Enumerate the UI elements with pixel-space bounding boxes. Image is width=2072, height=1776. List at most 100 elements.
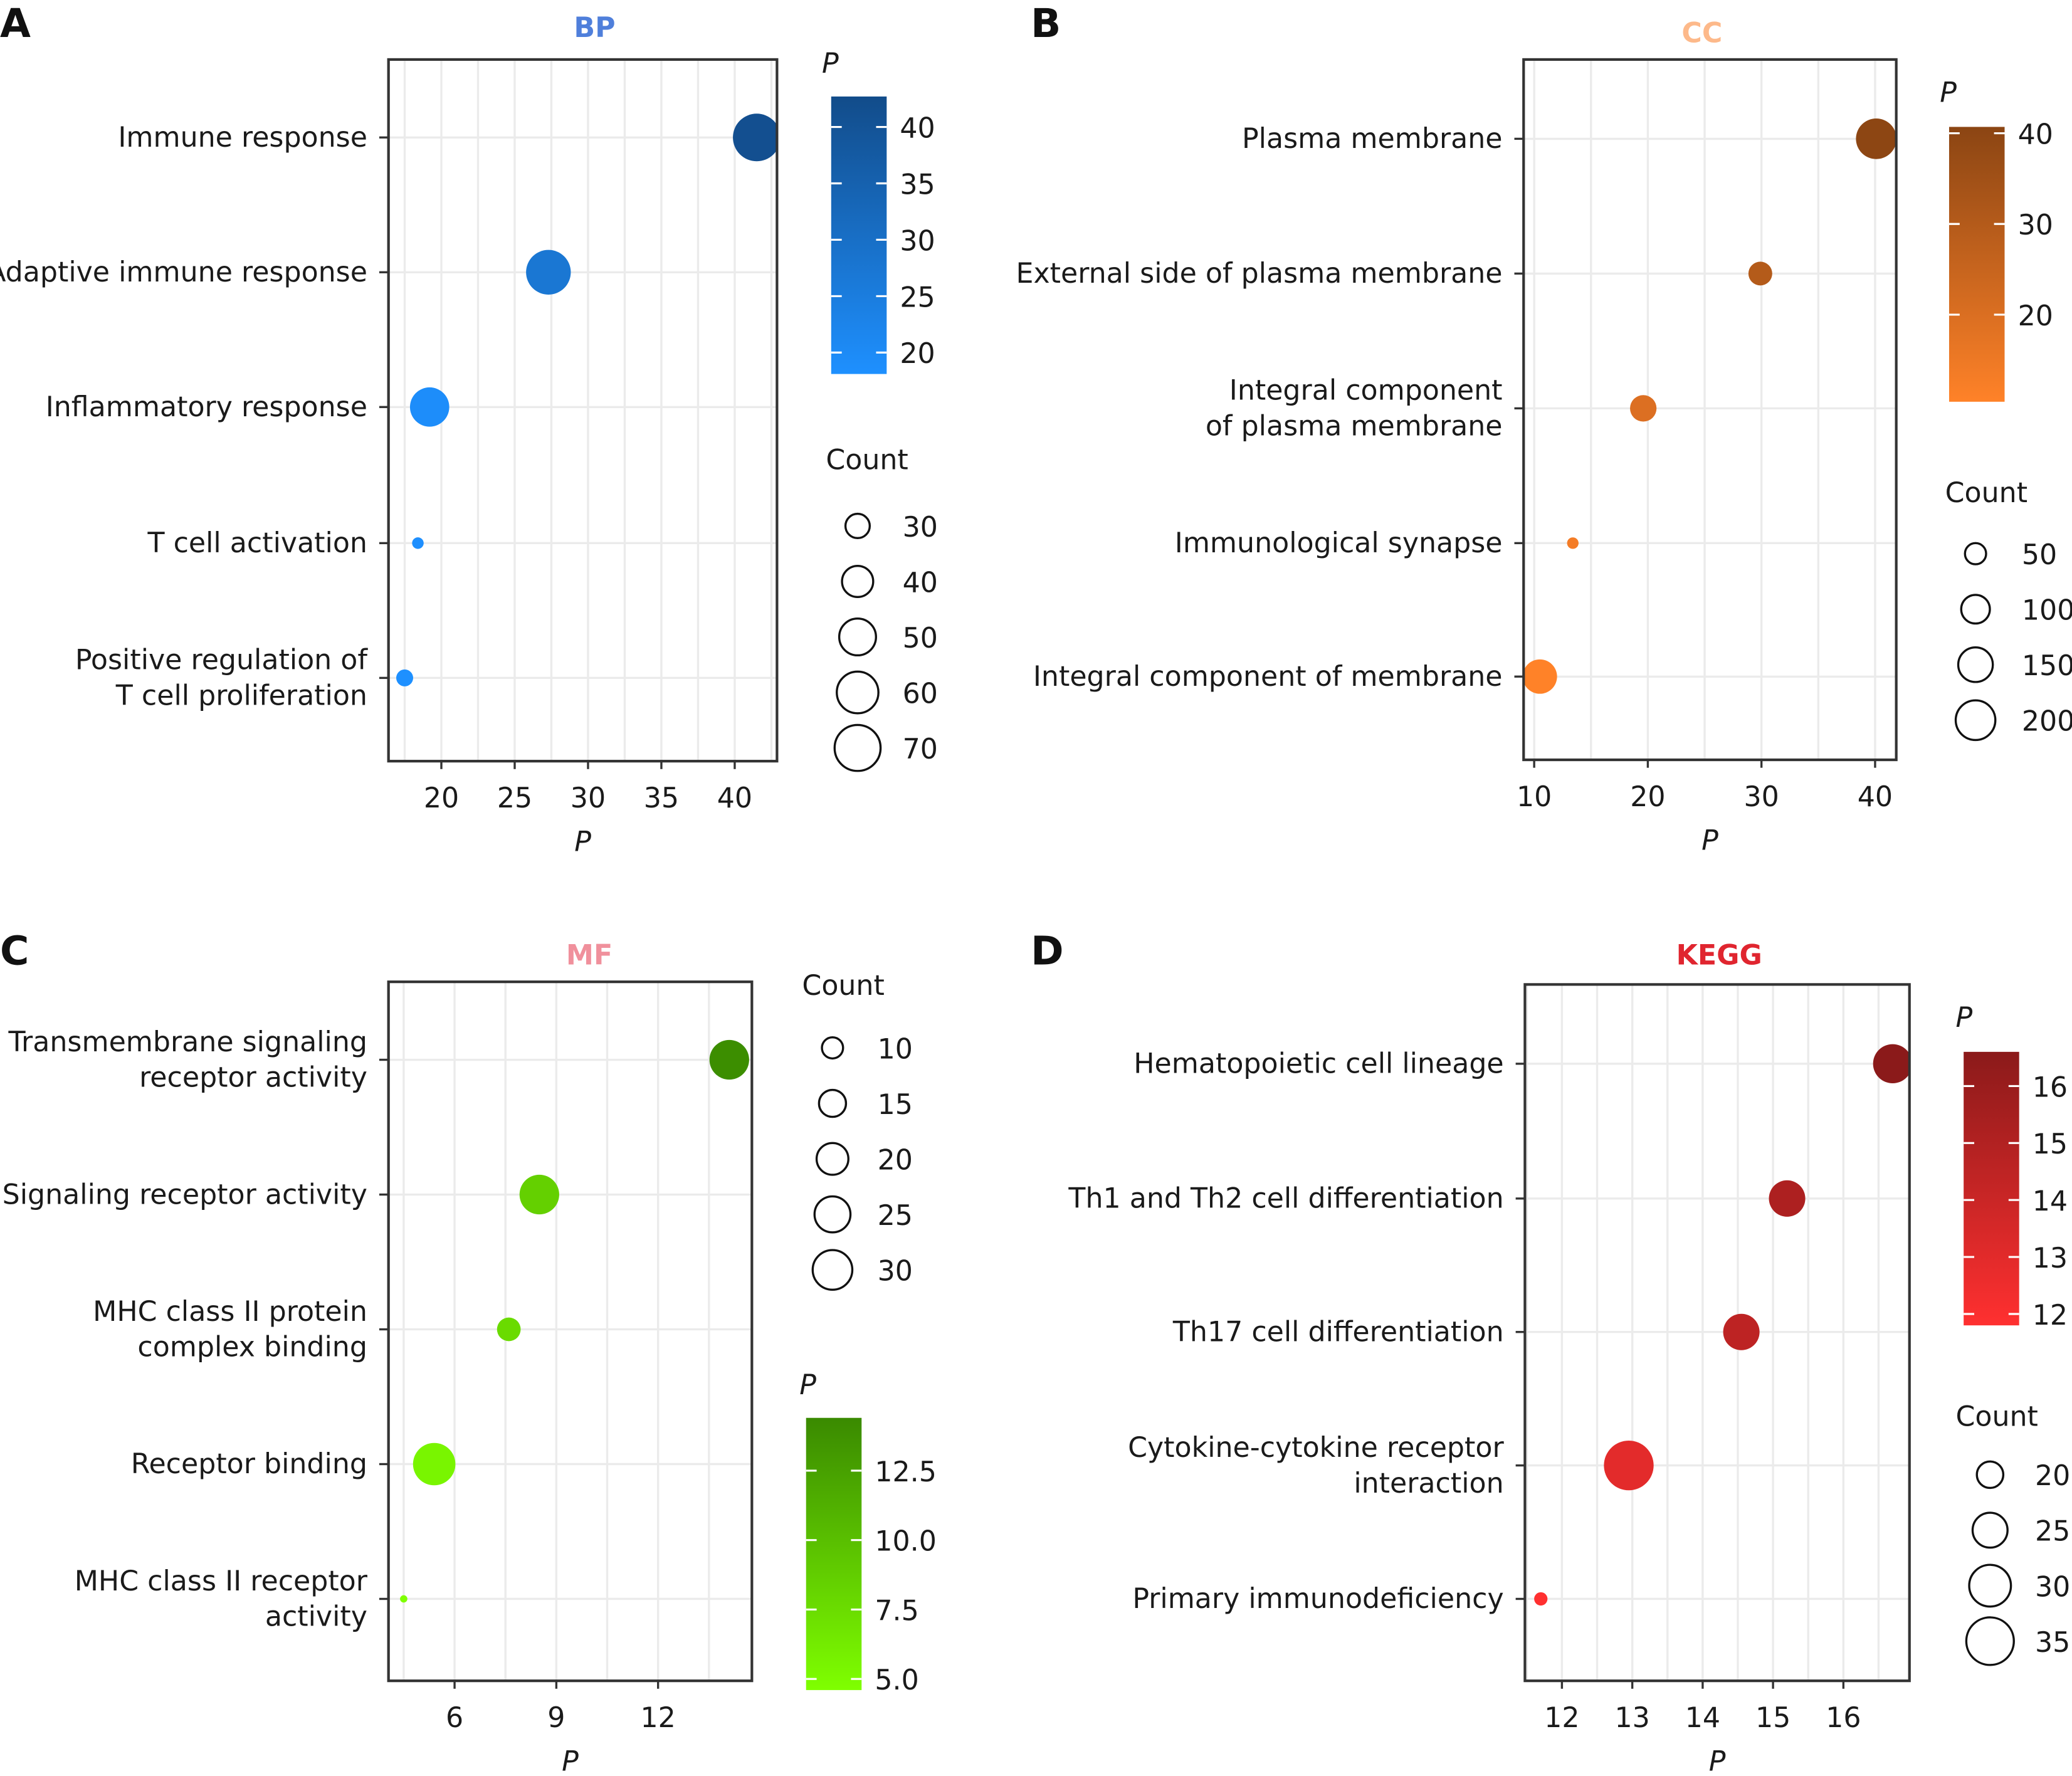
size-legend-key [821,1036,844,1060]
panel-c: C MF Transmembrane signaling receptor activ… [0,928,937,1776]
y-tick-label: Receptor binding [131,1448,367,1480]
size-legend-label: 40 [903,567,938,599]
panel-letter: B [1031,0,1061,46]
color-bar-label: 5.0 [875,1664,918,1696]
y-tick-label: T cell activation [147,527,367,559]
color-bar [1964,1051,2019,1326]
panel-letter: C [0,928,29,974]
color-bar [831,96,887,374]
color-bar-label: 16 [2033,1071,2068,1103]
data-point [1604,1440,1654,1491]
color-bar [1948,127,2005,402]
size-legend-title: Count [1945,477,2027,509]
data-point [1723,1313,1760,1350]
data-point [526,250,571,295]
data-point [1630,395,1657,422]
size-legend-label: 100 [2022,595,2072,627]
size-legend-key [841,564,875,599]
x-tick-label: 40 [1858,781,1893,813]
panel-title: KEGG [1676,940,1762,972]
color-bar-label: 30 [900,225,935,257]
x-tick-label: 14 [1685,1702,1720,1734]
color-bar-label: 20 [2018,300,2053,332]
size-legend-title: Count [802,970,884,1002]
y-tick-label: Transmembrane signaling [8,1026,367,1058]
x-tick-label: 10 [1517,781,1552,813]
plot-border [387,980,754,1683]
x-tick-label: 35 [644,782,679,814]
y-tick-label: Positive regulation of [75,644,369,676]
y-tick-label: MHC class II protein [93,1296,367,1328]
panel-title: CC [1681,18,1722,50]
x-tick-label: 16 [1826,1702,1861,1734]
size-legend-key [811,1249,854,1291]
panel-a: A BP Immune response Adaptive immune respon… [0,0,938,858]
panel-b: B CC Plasma membrane External side of plasm… [1016,0,2072,856]
panel-title: BP [574,12,615,44]
y-tick-label: Immunological synapse [1175,527,1503,559]
plot-background [388,982,752,1681]
panel-d: D KEGG Hematopoietic cell lineage Th1 and T… [1031,928,2070,1776]
y-tick-label: Inflammatory response [46,391,367,423]
x-tick-label: 15 [1755,1702,1791,1734]
size-legend-key [813,1195,852,1234]
size-legend-key [1971,1511,2009,1549]
data-point [1856,118,1896,159]
plot-border [387,58,779,763]
size-legend-label: 35 [2035,1627,2070,1659]
size-legend-label: 25 [2035,1516,2070,1548]
points [1534,1044,1910,1606]
size-legend-key [844,512,871,540]
x-axis-title: P [562,1745,579,1776]
data-point [1523,659,1557,694]
x-tick-label: 20 [1630,781,1665,813]
data-point [1748,261,1772,286]
y-tick-label: T cell proliferation [115,680,367,712]
data-point [409,387,450,427]
panel-title: MF [566,940,613,972]
size-legend-label: 70 [903,733,938,765]
x-tick-label: 12 [1544,1702,1579,1734]
size-legend-label: 30 [2035,1571,2070,1603]
color-bar-label: 7.5 [875,1595,918,1627]
size-legend-label: 20 [878,1144,913,1176]
y-tick-label: receptor activity [139,1062,367,1094]
panel-letter: D [1031,928,1063,974]
x-axis-title: P [1709,1745,1726,1776]
color-bar [806,1417,862,1690]
x-tick-label: 30 [571,782,606,814]
y-tick-label: External side of plasma membrane [1016,258,1502,290]
points [1523,118,1896,694]
color-bar-label: 13 [2033,1243,2068,1274]
color-legend-title: P [1940,76,1957,108]
data-point [1567,537,1579,549]
y-tick-label: of plasma membrane [1206,411,1503,443]
size-legend-key [815,1142,849,1176]
x-tick-label: 9 [547,1702,565,1734]
y-tick-label: Hematopoietic cell lineage [1133,1048,1503,1080]
data-point [1873,1044,1910,1084]
color-legend-title: P [799,1369,816,1401]
data-point [1769,1180,1806,1217]
y-tick-label: Th1 and Th2 cell differentiation [1068,1183,1503,1215]
color-bar-label: 30 [2018,209,2053,241]
color-bar-label: 15 [2033,1128,2068,1160]
data-point [400,1595,408,1603]
data-point [396,669,414,686]
y-tick-label: Integral component of membrane [1033,661,1503,693]
x-tick-label: 30 [1744,781,1779,813]
x-axis-title: P [1701,824,1718,856]
points [400,1039,749,1603]
size-legend-label: 15 [878,1089,913,1121]
size-legend-label: 150 [2022,650,2072,682]
color-bar-label: 12 [2033,1300,2068,1332]
data-point [497,1317,521,1342]
y-tick-label: Immune response [118,122,367,154]
x-tick-label: 6 [446,1702,463,1734]
y-tick-label: Cytokine-cytokine receptor [1128,1432,1504,1464]
data-point [733,113,777,162]
size-legend-key [1960,594,1991,625]
panel-letter: A [0,0,31,46]
size-legend-title: Count [826,444,908,476]
